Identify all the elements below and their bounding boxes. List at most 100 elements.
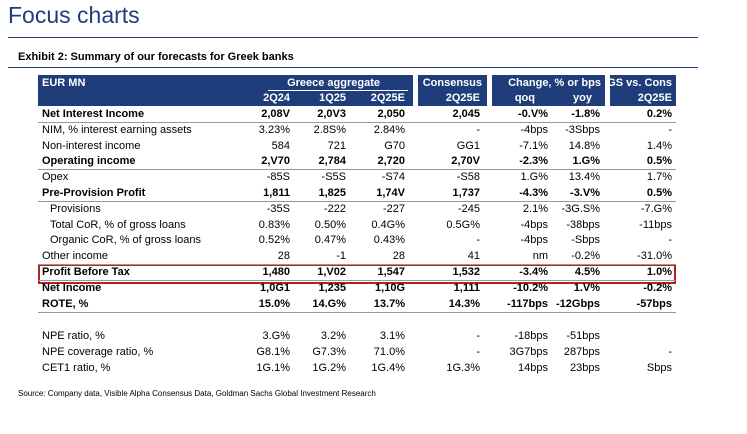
row-value: 1G.2%	[312, 361, 346, 374]
row-value: 1.V%	[573, 281, 600, 294]
row-value: -245	[457, 202, 480, 215]
row-value: 1,532	[452, 266, 480, 278]
row-value: 0.2%	[646, 108, 672, 120]
row-value: -	[668, 234, 672, 247]
row-value: 1G.1%	[256, 361, 290, 374]
row-value: 1,235	[318, 281, 346, 294]
row-value: -3.V%	[570, 187, 600, 199]
row-label: Opex	[42, 171, 69, 184]
row-label: Provisions	[50, 202, 101, 215]
row-value: 2,0V3	[317, 108, 346, 120]
row-value: -Sbps	[571, 234, 600, 247]
row-value: -4bps	[520, 234, 548, 247]
row-value: G8.1%	[256, 345, 290, 358]
row-value: 1G.3%	[446, 361, 480, 374]
row-value: 0.5%	[646, 187, 672, 199]
row-label: Other income	[42, 250, 109, 263]
row-value: 14bps	[518, 361, 548, 374]
row-value: 3G7bps	[509, 345, 548, 358]
row-value: 0.5G%	[446, 218, 480, 231]
row-value: 3.G%	[262, 330, 290, 342]
row-value: -227	[382, 202, 405, 215]
row-value: 0.50%	[314, 218, 346, 231]
row-value: 0.5%	[646, 155, 672, 168]
row-value: -222	[323, 202, 346, 215]
row-value: 0.4G%	[371, 218, 405, 231]
row-value: -7.G%	[640, 202, 672, 215]
row-value: 14.3%	[448, 297, 480, 310]
row-value: 1.7%	[646, 171, 672, 184]
row-value: -2.3%	[519, 155, 548, 168]
row-value: 1.0%	[646, 266, 672, 278]
row-value: 1,825	[318, 187, 346, 199]
row-value: -3G.S%	[561, 202, 600, 215]
row-label: Operating income	[42, 155, 136, 168]
row-rule	[38, 264, 676, 266]
row-value: 2,720	[377, 155, 405, 168]
header-cell: yoy	[573, 92, 592, 104]
row-rule	[38, 169, 676, 171]
header-cell: 2Q24	[263, 92, 290, 104]
row-label: Net Income	[42, 281, 102, 294]
row-value: -57bps	[636, 297, 672, 310]
row-value: -S74	[381, 171, 405, 184]
row-value: 2,V70	[261, 155, 290, 168]
row-value: -	[668, 123, 672, 136]
row-value: 1.G%	[572, 155, 600, 168]
header-band	[610, 75, 676, 106]
row-value: 1,10G	[375, 281, 405, 294]
row-value: -11bps	[639, 218, 672, 231]
row-value: -0.V%	[518, 108, 548, 120]
row-value: -1.8%	[571, 108, 600, 120]
row-value: 13.4%	[568, 171, 600, 184]
row-value: 2,784	[318, 155, 346, 168]
row-value: -4.3%	[519, 187, 548, 199]
row-value: 3.23%	[258, 123, 290, 136]
row-label: Total CoR, % of gross loans	[50, 218, 186, 231]
exhibit-rule	[8, 67, 698, 68]
row-value: 1,737	[452, 187, 480, 199]
row-value: 13.7%	[373, 297, 405, 310]
row-rule	[38, 122, 676, 123]
row-rule	[38, 280, 676, 281]
title-rule	[8, 37, 698, 38]
row-value: 0.52%	[258, 234, 290, 247]
row-value: 1,811	[263, 187, 290, 199]
row-value: 584	[271, 139, 290, 152]
row-value: -0.2%	[571, 250, 600, 263]
row-value: 0.83%	[258, 218, 290, 231]
row-rule	[38, 201, 676, 202]
row-value: 1,480	[262, 266, 290, 278]
header-underline	[268, 90, 408, 91]
row-value: nm	[532, 250, 548, 263]
row-value: 23bps	[570, 361, 600, 374]
row-value: 2,08V	[261, 108, 290, 120]
source-note: Source: Company data, Visible Alpha Cons…	[18, 389, 376, 398]
header-cell: 2Q25E	[370, 92, 405, 104]
row-value: 0.43%	[373, 234, 405, 247]
row-value: 721	[327, 139, 346, 152]
row-value: 2,70V	[451, 155, 480, 168]
header-cell: 2Q25E	[637, 92, 672, 104]
row-value: 28	[277, 250, 290, 263]
row-value: -18bps	[514, 330, 548, 342]
row-value: 2,045	[452, 108, 480, 120]
row-value: -7.1%	[519, 139, 548, 152]
row-label: NPE coverage ratio, %	[42, 345, 154, 358]
row-value: 2.8S%	[313, 123, 346, 136]
row-value: -	[476, 330, 480, 342]
row-value: 0.47%	[314, 234, 346, 247]
row-value: 2.84%	[373, 123, 405, 136]
row-value: 2,050	[377, 108, 405, 120]
row-value: 15.0%	[258, 297, 290, 310]
row-value: -S58	[456, 171, 480, 184]
row-value: 1,0G1	[260, 281, 290, 294]
header-cell: 2Q25E	[445, 92, 480, 104]
row-value: -12Gbps	[555, 297, 600, 310]
row-value: -3Sbps	[565, 123, 600, 136]
row-value: 14.8%	[568, 139, 600, 152]
row-value: -	[476, 234, 480, 247]
row-label: Profit Before Tax	[42, 266, 130, 278]
row-value: -117bps	[507, 297, 548, 310]
row-value: 28	[392, 250, 405, 263]
